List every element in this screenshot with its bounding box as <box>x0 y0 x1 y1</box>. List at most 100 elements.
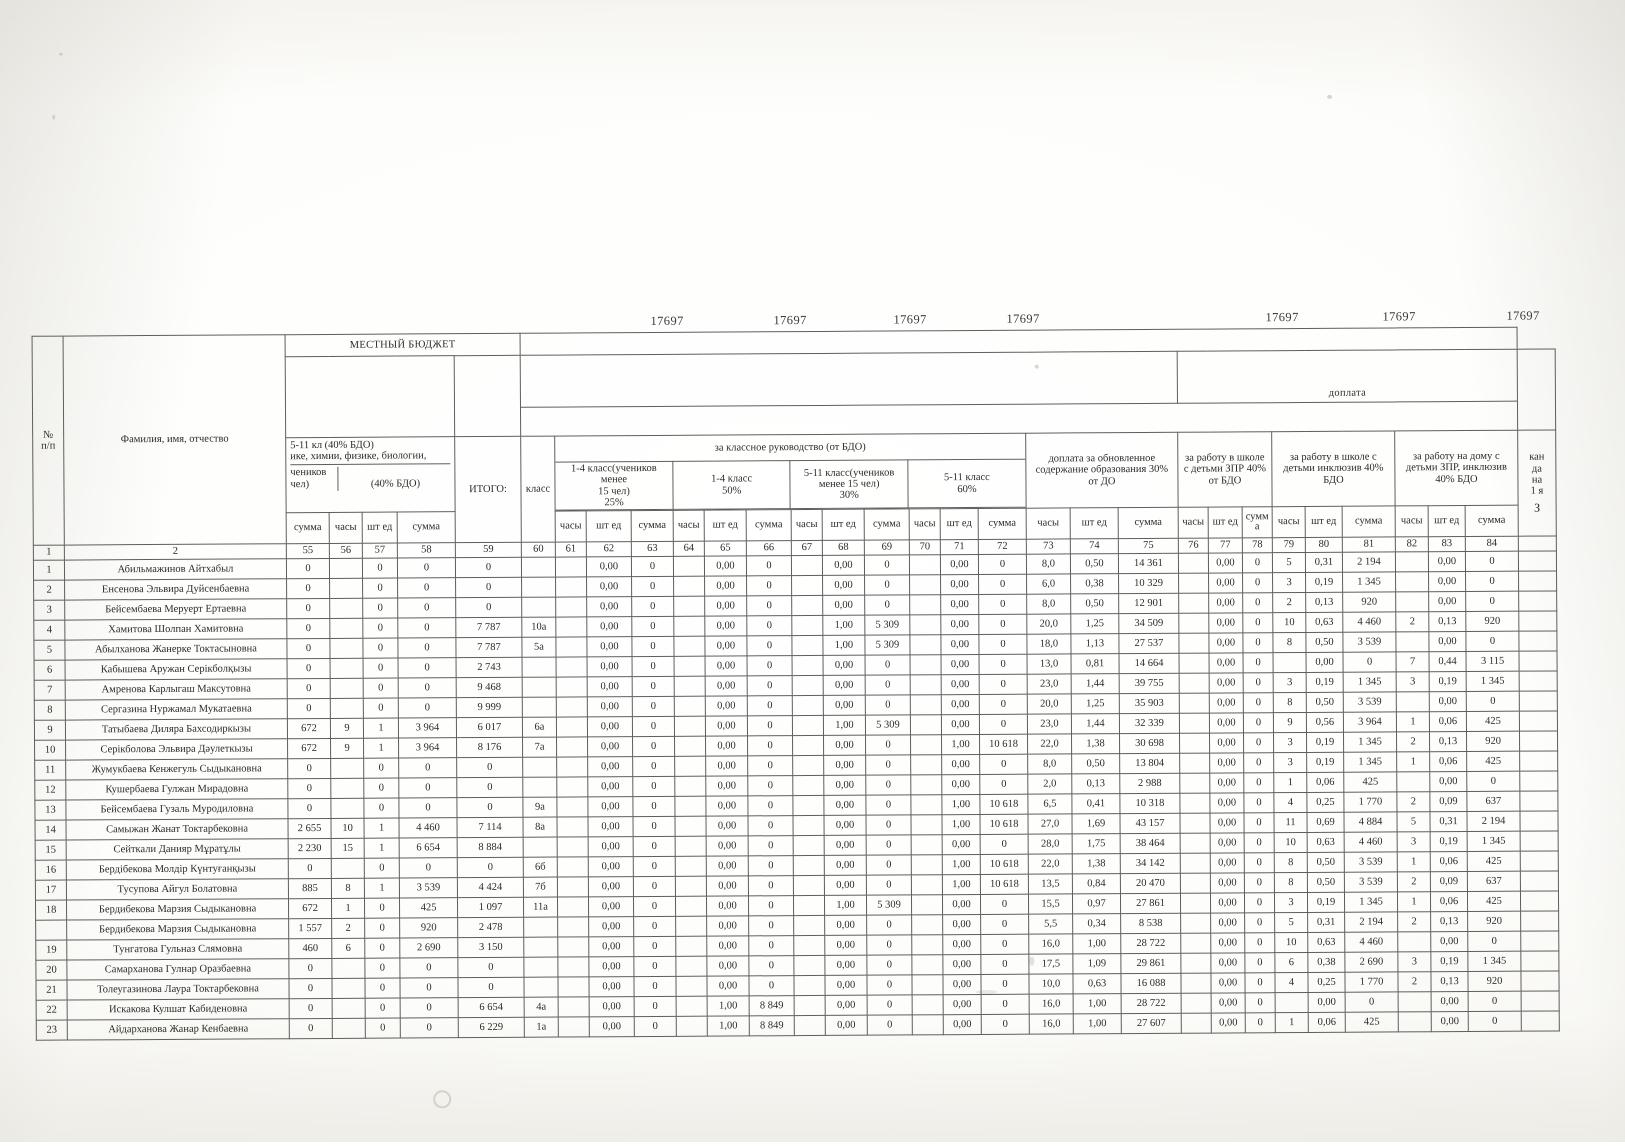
cell-72: 0 <box>980 974 1030 995</box>
cell-76 <box>1178 553 1209 574</box>
cell-56: 2 <box>331 918 365 939</box>
cell-78: 0 <box>1243 792 1274 813</box>
header-work-home: за работу на дому с детьми ЗПР, инклюзив… <box>1394 430 1519 506</box>
row-fio: Бейсембаева Меруерт Ертаевна <box>64 598 287 621</box>
colnum-61: 61 <box>555 541 587 558</box>
cell-74: 1,75 <box>1072 833 1121 854</box>
cell-66: 0 <box>748 835 794 856</box>
cell-72: 0 <box>978 594 1027 615</box>
cell-84: 1 345 <box>1466 671 1520 692</box>
cell-81: 2 194 <box>1342 551 1396 573</box>
cell-71: 0,00 <box>940 554 979 575</box>
cell-68: 0,00 <box>824 855 867 876</box>
cell-77: 0,00 <box>1210 952 1245 974</box>
cell-59: 9 468 <box>456 677 523 698</box>
cell-67 <box>792 715 824 736</box>
row-fio: Тунгатова Гульназ Слямовна <box>66 938 289 961</box>
cell-65: 0,00 <box>705 695 748 717</box>
header-cl-spacer: за классное руководство (от БДО) 1-4 кла… <box>555 433 1026 511</box>
cell-63: 0 <box>632 716 675 737</box>
cell-75: 14 361 <box>1118 553 1179 574</box>
cell-79: 1 <box>1273 772 1307 793</box>
cell-70 <box>909 614 941 635</box>
cell-79: 10 <box>1274 832 1308 853</box>
cell-68: 0,00 <box>823 775 866 796</box>
cell-80: 0,06 <box>1306 772 1344 793</box>
cell-55: 0 <box>287 778 331 799</box>
cell-cut-off <box>1520 950 1559 972</box>
cell-66: 0 <box>746 555 792 576</box>
cell-57: 0 <box>365 998 401 1019</box>
cell-70 <box>910 774 942 795</box>
cell-57: 0 <box>363 758 399 779</box>
cell-72: 0 <box>979 694 1028 715</box>
cell-56 <box>331 858 365 879</box>
header-dopl-update: доплата за обновленное содержание образо… <box>1025 432 1179 509</box>
cell-74: 0,34 <box>1072 913 1121 934</box>
unit-chasy-67: часы <box>791 509 823 541</box>
row-number: 17 <box>35 880 67 901</box>
cell-73: 16,0 <box>1028 933 1073 955</box>
cell-69: 5 309 <box>864 614 910 636</box>
cell-67 <box>792 655 824 676</box>
cell-59: 0 <box>455 557 522 578</box>
cell-58: 920 <box>399 917 458 939</box>
cell-56 <box>329 598 363 619</box>
cell-71: 0,00 <box>942 954 981 975</box>
cell-78: 0 <box>1244 972 1276 993</box>
cell-66: 0 <box>748 895 794 916</box>
cell-79 <box>1273 652 1307 673</box>
top-mark: 17697 <box>773 313 807 328</box>
cell-71: 0,00 <box>942 894 981 915</box>
cell-81: 4 460 <box>1342 611 1396 633</box>
cell-78: 0 <box>1244 932 1275 953</box>
header-cl-5-11-u15-line3: 30% <box>839 489 859 501</box>
cell-72: 0 <box>979 774 1028 795</box>
unit-summa-58: сумма <box>397 511 456 544</box>
row-fio: Айдарханова Жанар Кенбаевна <box>67 1018 290 1041</box>
cell-57: 0 <box>365 1018 401 1039</box>
cell-61 <box>557 956 589 978</box>
cell-72: 0 <box>979 714 1028 735</box>
row-fio: Бейсембаева Гузаль Муродиловна <box>65 798 289 821</box>
row-number: 22 <box>36 1000 68 1021</box>
cell-56 <box>330 658 364 679</box>
cell-82 <box>1398 1011 1432 1032</box>
colnum-75: 75 <box>1118 538 1179 554</box>
cell-76 <box>1180 913 1211 934</box>
cell-64 <box>675 896 707 917</box>
cell-60: 10а <box>521 617 556 638</box>
cell-83: 0,44 <box>1429 651 1467 672</box>
cell-cut-off <box>1518 590 1557 612</box>
cell-60 <box>522 677 557 698</box>
colnum-68: 68 <box>822 540 865 556</box>
cell-84: 0 <box>1466 691 1520 712</box>
cell-83: 0,13 <box>1428 611 1466 632</box>
cell-79: 3 <box>1273 672 1307 693</box>
cell-76 <box>1179 773 1210 794</box>
cell-82: 2 <box>1396 791 1430 812</box>
cell-84: 1 345 <box>1467 831 1521 852</box>
colnum-cut <box>1518 535 1557 552</box>
cell-62: 0,00 <box>588 896 634 917</box>
cell-68: 0,00 <box>824 915 867 936</box>
cell-60 <box>521 557 556 578</box>
cell-72: 0 <box>979 654 1028 675</box>
cell-57: 0 <box>363 778 399 799</box>
cell-58: 0 <box>397 637 457 659</box>
cell-74: 0,50 <box>1070 593 1119 614</box>
cell-60: 1а <box>524 1017 559 1038</box>
cell-60: 6а <box>522 717 557 738</box>
cell-83: 0,00 <box>1429 771 1467 792</box>
cell-71: 0,00 <box>941 754 980 775</box>
cell-79: 3 <box>1273 732 1307 753</box>
cell-58: 0 <box>399 857 458 879</box>
cell-81: 1 345 <box>1344 891 1398 913</box>
colnum-83: 83 <box>1428 536 1466 552</box>
unit-summa-63: сумма <box>631 510 674 542</box>
cell-73: 27,0 <box>1027 813 1073 835</box>
cell-56: 10 <box>331 818 365 839</box>
unit-summa-55: сумма <box>286 512 330 544</box>
cell-74: 0,63 <box>1072 973 1122 994</box>
